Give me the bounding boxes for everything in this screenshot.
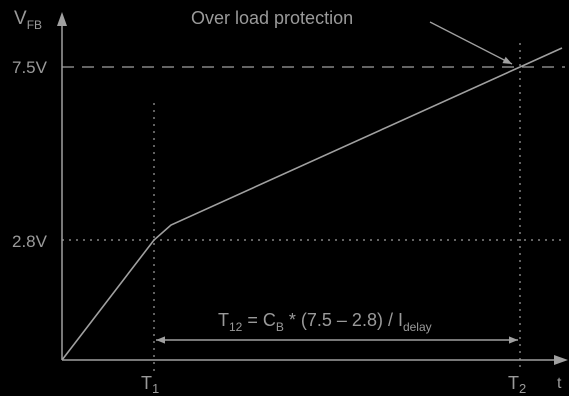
vfb-waveform — [61, 47, 563, 361]
t2-label: T2 — [508, 373, 526, 396]
t1-label: T1 — [141, 373, 159, 396]
y-axis-label: VFB — [14, 8, 42, 32]
y-axis-arrow — [57, 12, 67, 26]
x-axis-label: t — [557, 375, 562, 392]
duration-formula: T12 = CB * (7.5 – 2.8) / Idelay — [218, 310, 432, 334]
y-tick-2-8v: 2.8V — [12, 232, 48, 251]
callout-arrow — [429, 21, 513, 65]
y-tick-7-5v: 7.5V — [12, 58, 48, 77]
callout-label: Over load protection — [191, 8, 353, 28]
x-axis-arrow — [554, 355, 568, 365]
